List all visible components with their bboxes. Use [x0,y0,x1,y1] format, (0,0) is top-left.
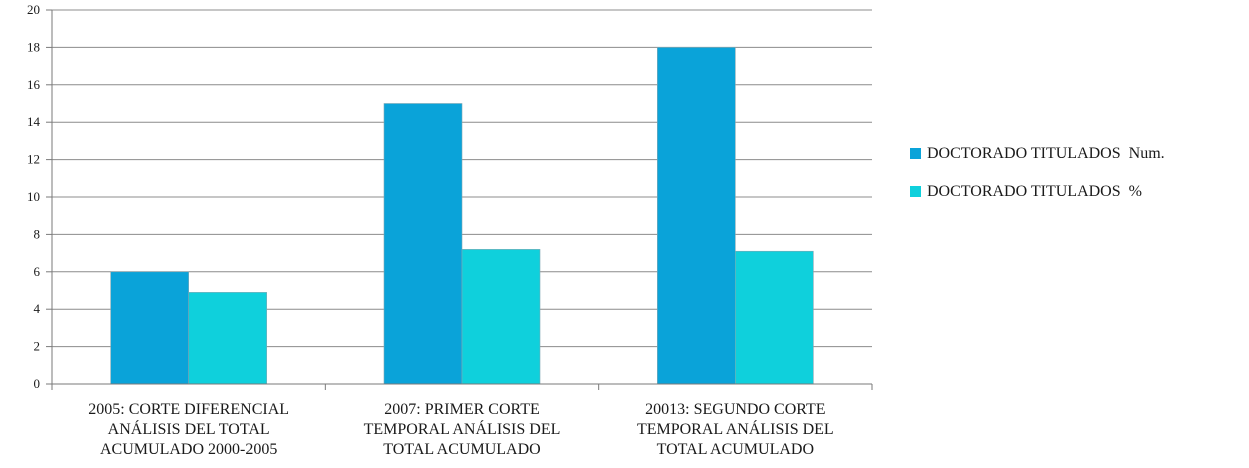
x-category-label-line: ANÁLISIS DEL TOTAL [108,419,270,438]
y-tick-label: 0 [34,376,41,391]
bar-num [383,103,463,385]
x-axis: 2005: CORTE DIFERENCIAL ANÁLISIS DEL TOTA… [51,383,873,458]
x-category-label-line: 2007: PRIMER CORTE [384,401,540,418]
legend-label: DOCTORADO TITULADOS Num. [927,145,1165,162]
y-tick-label: 10 [27,189,40,204]
legend-swatch [910,148,921,159]
y-tick-label: 18 [27,39,40,54]
x-category-label: 2007: PRIMER CORTE TEMPORAL ANÁLISIS DEL T… [364,401,561,458]
x-category-label: 20013: SEGUNDO CORTE TEMPORAL ANÁLISIS DE… [637,401,834,458]
y-tick-label: 12 [27,152,40,167]
x-category-label: 2005: CORTE DIFERENCIAL ANÁLISIS DEL TOTA… [88,401,289,458]
x-category-label-line: 2005: CORTE DIFERENCIAL [88,401,289,418]
x-category-label-line: TOTAL ACUMULADO [383,441,540,458]
y-tick-label: 20 [27,2,40,17]
legend: DOCTORADO TITULADOS Num. DOCTORADO TITULA… [910,145,1165,200]
y-tick-label: 6 [34,264,41,279]
x-category-label-line: 20013: SEGUNDO CORTE [645,401,825,418]
y-tick-label: 2 [34,339,41,354]
bar-pct [188,292,267,385]
bar-num [110,271,189,385]
x-category-label-line: TOTAL ACUMULADO [657,441,814,458]
bar-pct [735,250,814,385]
y-tick-label: 4 [34,301,41,316]
x-category-label-line: ACUMULADO 2000-2005 [100,441,277,458]
bar-num [657,47,736,385]
y-tick-label: 8 [34,226,41,241]
legend-swatch [910,186,921,197]
x-category-label-line: TEMPORAL ANÁLISIS DEL [637,419,834,438]
y-axis: 0 2 4 6 8 10 12 14 16 18 20 [27,2,53,391]
y-tick-label: 14 [27,114,41,129]
bars [110,47,814,385]
y-tick-label: 16 [27,77,41,92]
x-category-label-line: TEMPORAL ANÁLISIS DEL [364,419,561,438]
bar-pct [461,249,541,385]
legend-label: DOCTORADO TITULADOS % [927,183,1142,200]
